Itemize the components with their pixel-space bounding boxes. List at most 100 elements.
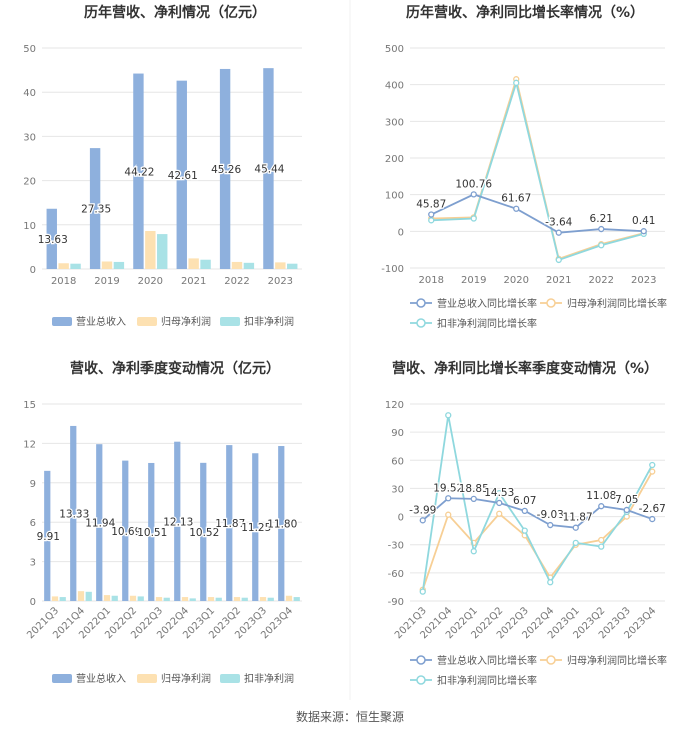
bar-net-profit xyxy=(207,597,215,601)
bar-deducted-profit xyxy=(111,595,118,601)
bar-deducted-profit xyxy=(241,597,248,601)
legend-swatch xyxy=(52,674,72,683)
data-label: 9.91 xyxy=(37,531,60,543)
data-point xyxy=(547,579,554,586)
y-tick-label: 3 xyxy=(30,558,36,569)
bar-revenue xyxy=(89,148,101,269)
y-tick-label: 200 xyxy=(385,154,404,165)
chart-annual-growth: 历年营收、净利同比增长率情况（%） -100 0 100 200 300 400 500 201… xyxy=(381,4,667,330)
bar-deducted-profit xyxy=(243,262,255,269)
y-tick-label: 30 xyxy=(23,132,36,143)
x-tick-label: 2020 xyxy=(504,275,529,286)
data-point xyxy=(419,517,426,524)
x-tick-label: 2018 xyxy=(419,275,444,286)
data-label: -9.03 xyxy=(537,509,564,521)
data-point xyxy=(496,510,503,517)
data-point xyxy=(649,461,656,469)
data-label: 19.52 xyxy=(433,482,463,494)
y-tick-label: 0 xyxy=(30,265,36,276)
bar-revenue xyxy=(133,73,144,269)
x-tick-label: 2018 xyxy=(51,276,76,287)
y-tick-label: 30 xyxy=(391,484,404,495)
bar-revenue xyxy=(122,460,129,601)
series-line-deducted-profit-growth xyxy=(431,79,644,262)
legend-label: 扣非净利润 xyxy=(244,315,294,328)
data-label: -11.87 xyxy=(559,512,593,524)
bar-net-profit xyxy=(58,263,69,269)
bar-deducted-profit xyxy=(267,597,274,601)
data-label: 10.51 xyxy=(137,527,167,539)
data-label: 45.87 xyxy=(416,199,446,211)
bar-deducted-profit xyxy=(70,263,81,269)
bar-deducted-profit xyxy=(215,597,222,601)
y-tick-label: 100 xyxy=(385,191,404,202)
bar-net-profit xyxy=(275,262,286,269)
series-line-revenue-growth xyxy=(430,193,644,234)
data-label: 6.21 xyxy=(590,213,613,225)
legend-swatch xyxy=(52,317,72,326)
legend-label: 扣非净利润同比增长率 xyxy=(437,317,537,330)
bar-deducted-profit xyxy=(113,261,125,269)
bar-revenue xyxy=(200,462,207,601)
legend-label: 扣非净利润同比增长率 xyxy=(437,674,537,687)
bar-net-profit xyxy=(188,258,199,269)
data-point xyxy=(521,507,528,515)
bar-revenue xyxy=(46,208,57,269)
series-line-deducted-profit-growth xyxy=(421,415,654,592)
legend-swatch xyxy=(137,317,157,326)
data-label: 0.41 xyxy=(632,215,655,227)
bar-net-profit xyxy=(101,261,113,269)
bar-net-profit xyxy=(103,595,111,601)
data-point xyxy=(445,495,452,502)
legend-marker xyxy=(416,675,426,685)
y-tick-label: 400 xyxy=(385,81,404,92)
y-tick-label: 50 xyxy=(23,44,36,55)
bar-revenue xyxy=(252,453,259,601)
data-label: -3.99 xyxy=(409,504,436,516)
x-tick-label: 2020 xyxy=(138,276,163,287)
bar-revenue xyxy=(148,462,155,601)
bar-revenue xyxy=(278,446,285,601)
data-label: 11.08 xyxy=(586,490,616,502)
bar-net-profit xyxy=(259,597,267,601)
data-point xyxy=(598,543,605,550)
data-point xyxy=(640,228,647,235)
data-source-caption: 数据来源：恒生聚源 xyxy=(295,710,404,724)
data-point xyxy=(513,205,520,212)
bar-net-profit xyxy=(145,230,156,269)
y-tick-label: 0 xyxy=(30,597,36,608)
data-label: 45.44 xyxy=(254,164,284,176)
bar-net-profit xyxy=(51,596,59,601)
data-point xyxy=(521,527,528,534)
data-label: 10.52 xyxy=(189,527,219,539)
x-tick-label: 2019 xyxy=(94,276,119,287)
bar-deducted-profit xyxy=(287,263,298,269)
y-tick-label: 15 xyxy=(23,400,36,411)
data-point xyxy=(470,215,477,222)
legend-label: 营业总收入同比增长率 xyxy=(437,297,537,310)
y-tick-label: 40 xyxy=(23,88,36,99)
data-point xyxy=(547,521,554,529)
data-point xyxy=(598,242,605,249)
legend-marker xyxy=(416,318,426,328)
data-point xyxy=(496,499,503,507)
chart-annual-amounts: 历年营收、净利情况（亿元） 0 10 20 30 40 50 2018 2019 2020 2021… xyxy=(23,4,302,328)
data-point xyxy=(649,468,656,475)
y-tick-label: -90 xyxy=(388,597,404,608)
y-tick-label: -30 xyxy=(388,541,404,552)
data-point xyxy=(598,225,605,233)
data-label: 13.63 xyxy=(38,234,68,246)
chart-title: 营收、净利季度变动情况（亿元） xyxy=(70,360,280,377)
data-label: 100.76 xyxy=(455,178,492,190)
data-label: -3.64 xyxy=(545,217,572,229)
chart-title: 历年营收、净利情况（亿元） xyxy=(84,4,266,21)
x-tick-label: 2022 xyxy=(589,275,614,286)
x-tick-label: 2021 xyxy=(546,275,571,286)
series-line-revenue-growth xyxy=(422,497,653,529)
data-point xyxy=(470,495,477,503)
x-tick-label: 2023 xyxy=(631,275,656,286)
y-tick-label: 500 xyxy=(385,44,404,55)
data-point xyxy=(428,217,435,224)
legend-swatch xyxy=(137,674,157,683)
bar-revenue xyxy=(174,441,181,601)
